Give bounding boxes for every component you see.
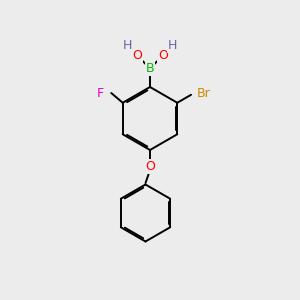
- Text: O: O: [158, 49, 168, 62]
- Text: O: O: [145, 160, 155, 173]
- Text: B: B: [146, 62, 154, 75]
- Text: O: O: [132, 49, 142, 62]
- Text: F: F: [97, 86, 104, 100]
- Text: Br: Br: [197, 86, 211, 100]
- Text: H: H: [123, 39, 132, 52]
- Text: H: H: [168, 39, 177, 52]
